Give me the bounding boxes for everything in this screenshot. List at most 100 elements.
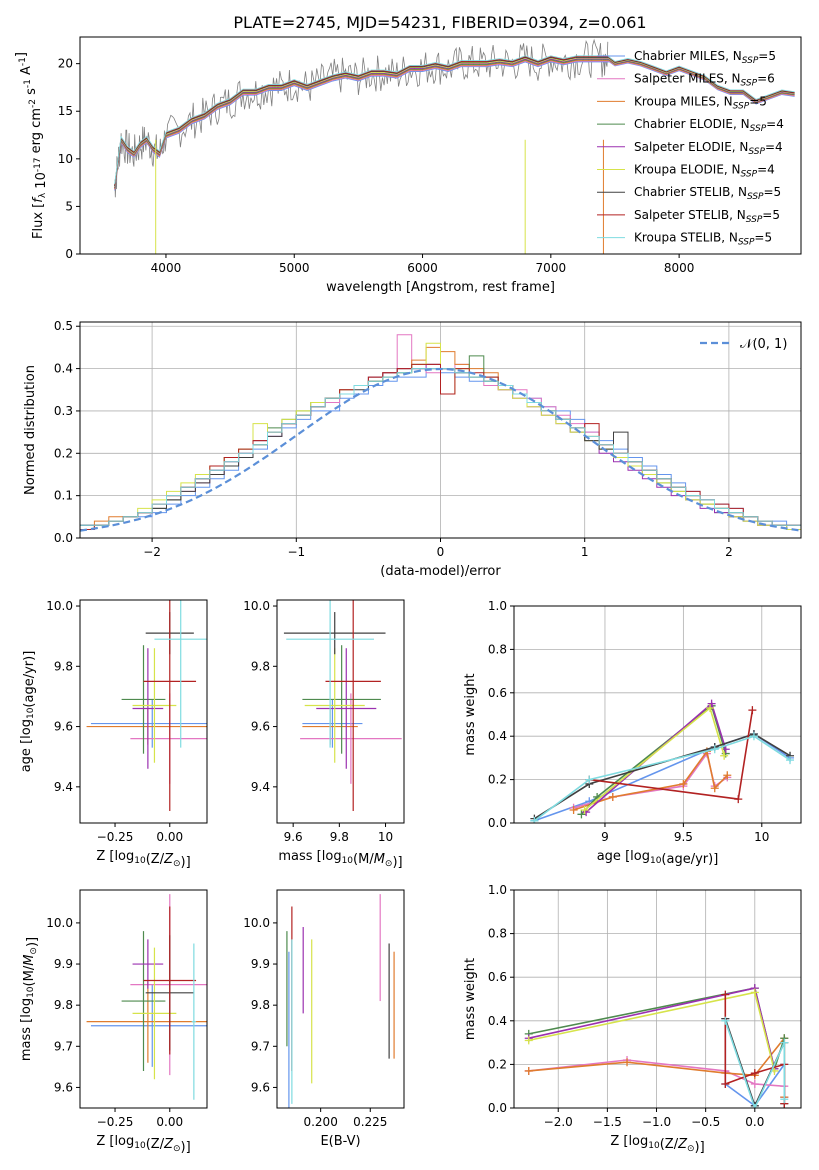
y-tick-label: 9.6 bbox=[54, 1080, 73, 1094]
weight-marker bbox=[786, 756, 795, 765]
legend-label: Chabrier STELIB, NSSP=5 bbox=[634, 185, 781, 202]
y-tick-label: 9.8 bbox=[251, 998, 270, 1012]
y-axis-label: mass weight bbox=[463, 958, 478, 1040]
weight-marker bbox=[734, 795, 743, 804]
x-axis-label: wavelength [Angstrom, rest frame] bbox=[326, 280, 555, 295]
axes-frame bbox=[79, 36, 802, 255]
x-tick-label: −1 bbox=[287, 545, 305, 559]
x-tick-label: 0.0 bbox=[745, 1115, 764, 1129]
y-tick-label: 9.6 bbox=[54, 720, 73, 734]
x-tick-label: 9 bbox=[601, 830, 609, 844]
y-tick-label: 0.2 bbox=[488, 1057, 507, 1071]
weight-marker bbox=[750, 1069, 759, 1078]
legend-label: Salpeter ELODIE, NSSP=4 bbox=[634, 140, 783, 157]
weight-marker bbox=[750, 988, 759, 997]
legend: Chabrier MILES, NSSP=5 Salpeter MILES, NS… bbox=[597, 49, 784, 248]
model-line bbox=[114, 56, 795, 186]
x-axis-label: age [log10(age/yr)] bbox=[597, 849, 719, 867]
legend-label: Chabrier ELODIE, NSSP=4 bbox=[634, 117, 784, 134]
y-tick-label: 9.8 bbox=[54, 659, 73, 673]
legend-label: Kroupa STELIB, NSSP=5 bbox=[634, 231, 772, 248]
y-tick-label: 0.0 bbox=[488, 1101, 507, 1115]
x-tick-label: 0.200 bbox=[303, 1115, 337, 1129]
x-axis-label: Z [log10(Z/Z⊙)] bbox=[96, 849, 190, 870]
weight-marker bbox=[524, 1036, 533, 1045]
y-tick-label: 10.0 bbox=[46, 916, 73, 930]
legend-label: Kroupa MILES, NSSP=5 bbox=[634, 94, 767, 111]
weight-marker bbox=[580, 805, 589, 814]
x-tick-label: −2 bbox=[143, 545, 161, 559]
panel-residual-histogram: 𝒩(0, 1) −2 −1 0 1 2 0.0 0.1 0.2 0.3 0.4 0.5 (data-mo… bbox=[23, 319, 802, 579]
x-tick-label: 0.225 bbox=[353, 1115, 387, 1129]
model-line bbox=[114, 58, 795, 189]
weight-marker bbox=[585, 775, 594, 784]
model-line bbox=[114, 60, 795, 191]
weight-marker bbox=[748, 706, 757, 715]
panel-spectrum: Chabrier MILES, NSSP=5 Salpeter MILES, NS… bbox=[14, 36, 802, 295]
x-axis-label: (data-model)/error bbox=[380, 564, 501, 579]
y-tick-label: 0.0 bbox=[488, 816, 507, 830]
weight-marker bbox=[530, 816, 539, 823]
weight-marker bbox=[710, 745, 719, 754]
y-axis-label: mass [log10(M/M⊙)] bbox=[19, 937, 40, 1061]
y-tick-label: 9.9 bbox=[54, 957, 73, 971]
x-tick-label: 0.00 bbox=[156, 1115, 183, 1129]
model-line bbox=[114, 58, 795, 188]
panel-z-vs-massweight: −2.0 −1.5 −1.0 −0.5 0.0 0.0 0.2 0.4 0.6 0.8 1.0 Z [… bbox=[463, 883, 802, 1155]
x-axis-label: Z [log10(Z/Z⊙)] bbox=[610, 1134, 704, 1155]
model-line bbox=[114, 56, 795, 186]
weight-marker bbox=[780, 1038, 789, 1047]
x-tick-label: 7000 bbox=[536, 261, 567, 275]
weight-line bbox=[573, 749, 728, 811]
plot-area bbox=[114, 38, 795, 254]
model-line bbox=[114, 55, 795, 185]
x-tick-label: 10 bbox=[378, 830, 393, 844]
y-tick-label: 9.9 bbox=[251, 957, 270, 971]
histogram-step bbox=[80, 342, 801, 530]
weight-line bbox=[724, 1020, 786, 1108]
x-axis-label: mass [log10(M/M⊙)] bbox=[278, 849, 402, 870]
y-tick-label: 0.2 bbox=[488, 773, 507, 787]
y-tick-label: 1.0 bbox=[488, 883, 507, 897]
plot-area bbox=[283, 600, 402, 811]
plot-area bbox=[80, 334, 801, 532]
panel-z-vs-age: −0.25 0.00 9.4 9.6 9.8 10.0 Z [log10(Z/Z⊙)] age… bbox=[19, 599, 208, 870]
y-axis-label: mass weight bbox=[463, 673, 478, 755]
y-tick-label: 9.8 bbox=[251, 659, 270, 673]
y-tick-label: 0.1 bbox=[54, 489, 73, 503]
axes-frame bbox=[79, 599, 208, 824]
x-tick-label: −0.25 bbox=[97, 1115, 134, 1129]
weight-marker bbox=[749, 732, 758, 741]
legend: 𝒩(0, 1) bbox=[700, 337, 787, 352]
y-tick-label: 0.6 bbox=[488, 686, 507, 700]
x-tick-label: 8000 bbox=[664, 261, 695, 275]
panel-age-vs-massweight: 9 9.5 10 0.0 0.2 0.4 0.6 0.8 1.0 age [log10(age/y… bbox=[463, 599, 802, 867]
model-line bbox=[114, 57, 795, 187]
weight-marker bbox=[721, 1080, 730, 1089]
y-tick-label: 10.0 bbox=[243, 599, 270, 613]
observed-spectrum-line bbox=[114, 38, 609, 198]
x-tick-label: −2.0 bbox=[544, 1115, 573, 1129]
y-tick-label: 1.0 bbox=[488, 599, 507, 613]
weight-marker bbox=[623, 1058, 632, 1067]
panel-ebv-vs-mass: 0.200 0.225 9.6 9.7 9.8 9.9 10.0 E(B-V) bbox=[243, 889, 405, 1149]
plot-area bbox=[530, 699, 795, 823]
x-axis-label: Z [log10(Z/Z⊙)] bbox=[96, 1134, 190, 1155]
weight-marker bbox=[569, 805, 578, 814]
y-tick-label: 0.4 bbox=[54, 362, 73, 376]
legend-label: Salpeter STELIB, NSSP=5 bbox=[634, 208, 780, 225]
y-tick-label: 0 bbox=[65, 247, 73, 261]
x-axis-label: E(B-V) bbox=[320, 1134, 360, 1149]
y-tick-label: 0.8 bbox=[488, 642, 507, 656]
y-tick-label: 0.6 bbox=[488, 970, 507, 984]
y-tick-label: 9.7 bbox=[54, 1039, 73, 1053]
y-tick-label: 9.4 bbox=[251, 780, 270, 794]
weight-marker bbox=[723, 771, 732, 780]
weight-marker bbox=[577, 810, 586, 819]
x-tick-label: −0.25 bbox=[97, 830, 134, 844]
x-tick-label: 1 bbox=[581, 545, 589, 559]
y-tick-label: 9.6 bbox=[251, 1080, 270, 1094]
y-tick-label: 0.5 bbox=[54, 319, 73, 333]
legend-label: Chabrier MILES, NSSP=5 bbox=[634, 49, 776, 66]
y-tick-label: 9.8 bbox=[54, 998, 73, 1012]
